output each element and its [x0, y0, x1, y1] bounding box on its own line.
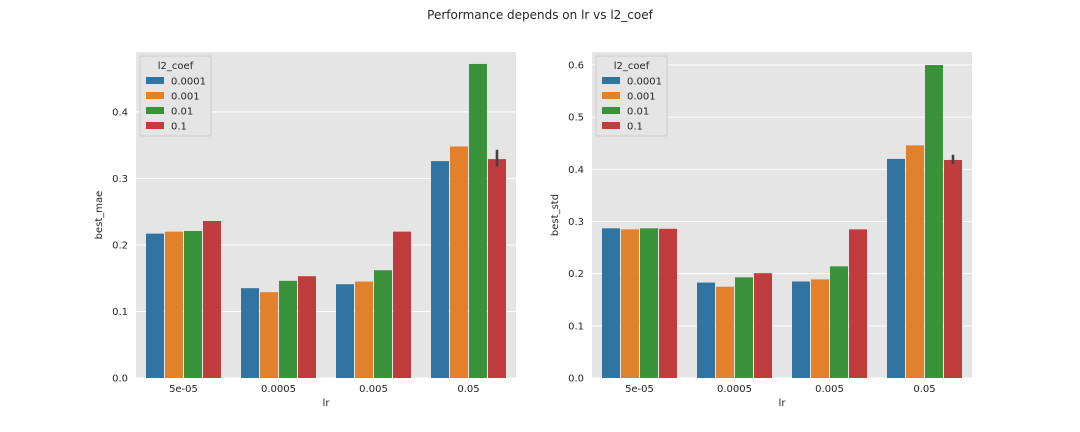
bar [754, 273, 772, 378]
legend-swatch [146, 77, 164, 84]
legend-frame [139, 55, 212, 137]
y-tick-label: 0.4 [112, 107, 128, 118]
bar [830, 266, 848, 378]
bar [925, 65, 943, 378]
legend-label: 0.001 [627, 92, 656, 103]
legend-swatch [146, 92, 164, 99]
bar [393, 231, 411, 378]
legend-label: 0.001 [171, 92, 200, 103]
x-tick-label: 0.05 [913, 384, 935, 395]
y-tick-label: 0.4 [568, 165, 584, 176]
bar [298, 276, 316, 378]
legend-label: 0.01 [627, 107, 649, 118]
bar [602, 228, 620, 378]
x-tick-label: 0.005 [815, 384, 844, 395]
y-tick-label: 0.2 [568, 269, 584, 280]
bar [944, 159, 962, 378]
x-tick-label: 0.05 [457, 384, 479, 395]
bar [165, 231, 183, 378]
bar [849, 229, 867, 378]
x-axis-label: lr [323, 398, 331, 409]
legend-swatch [602, 107, 620, 114]
x-tick-label: 0.005 [359, 384, 388, 395]
bar [659, 228, 677, 378]
bar [887, 158, 905, 378]
bar [241, 288, 259, 378]
x-tick-label: 5e-05 [625, 384, 654, 395]
y-tick-label: 0.3 [568, 217, 584, 228]
x-tick-label: 5e-05 [169, 384, 198, 395]
legend: l2_coef 0.0001 0.001 0.01 0.1 [139, 55, 212, 137]
bar [279, 280, 297, 378]
subplot-1: 0.0 0.1 0.2 0.3 0.4 5e-05 0.0005 0.005 0.05 lr bes… [94, 52, 516, 409]
bar [906, 145, 924, 378]
legend-label: 0.0001 [171, 77, 206, 88]
bar [716, 286, 734, 378]
subplot-2: 0.0 0.1 0.2 0.3 0.4 0.5 0.6 5e-05 0.0005 0.005 0.0… [550, 52, 972, 409]
plots: 0.0 0.1 0.2 0.3 0.4 5e-05 0.0005 0.005 0.05 lr bes… [94, 52, 972, 409]
y-tick-label: 0.1 [112, 307, 128, 318]
legend-swatch [146, 122, 164, 129]
bar [355, 281, 373, 378]
legend-swatch [602, 122, 620, 129]
y-axis-label: best_mae [94, 191, 105, 240]
y-tick-label: 0.0 [568, 374, 584, 385]
bar [735, 277, 753, 378]
legend: l2_coef 0.0001 0.001 0.01 0.1 [595, 55, 668, 137]
legend-label: 0.1 [171, 122, 187, 133]
legend-label: 0.0001 [627, 77, 662, 88]
bar [336, 284, 354, 378]
bar [203, 220, 221, 378]
bar [469, 63, 487, 378]
bar [450, 146, 468, 378]
bar [374, 270, 392, 378]
legend-label: 0.1 [627, 122, 643, 133]
legend-frame [595, 55, 668, 137]
legend-swatch [602, 77, 620, 84]
y-tick-label: 0.0 [112, 374, 128, 385]
x-tick-label: 0.0005 [717, 384, 752, 395]
x-axis-label: lr [779, 398, 787, 409]
y-tick-label: 0.3 [112, 174, 128, 185]
bar [146, 233, 164, 378]
figure-title: Performance depends on lr vs l2_coef [427, 8, 653, 22]
bar [488, 159, 506, 378]
x-tick-label: 0.0005 [261, 384, 296, 395]
legend-swatch [602, 92, 620, 99]
bar [184, 230, 202, 378]
legend-title: l2_coef [614, 61, 650, 72]
bar [811, 279, 829, 378]
bar [621, 229, 639, 378]
legend-label: 0.01 [171, 107, 193, 118]
y-tick-label: 0.2 [112, 240, 128, 251]
bar [260, 292, 278, 378]
y-tick-label: 0.5 [568, 113, 584, 124]
bar [431, 161, 449, 378]
bar [640, 228, 658, 378]
legend-title: l2_coef [158, 61, 194, 72]
y-tick-label: 0.1 [568, 321, 584, 332]
bar [697, 282, 715, 378]
y-axis-label: best_std [550, 194, 561, 236]
y-tick-label: 0.6 [568, 61, 584, 72]
legend-swatch [146, 107, 164, 114]
bar [792, 281, 810, 378]
